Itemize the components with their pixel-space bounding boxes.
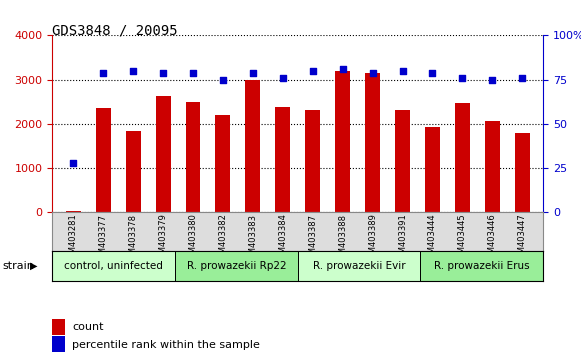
Bar (52, 336, 64, 352)
Text: GSM403388: GSM403388 (338, 213, 347, 264)
Text: GSM403446: GSM403446 (488, 213, 497, 264)
Text: strain: strain (3, 261, 35, 271)
Text: count: count (72, 322, 104, 332)
Point (188, 70, 198, 75)
Point (458, 75, 467, 81)
Bar (455, 103, 470, 212)
Bar (156, 96, 171, 212)
Point (428, 70, 437, 75)
Text: GSM403391: GSM403391 (398, 213, 407, 264)
Point (128, 68, 138, 74)
Bar (297, 251, 421, 281)
Point (69, 160, 78, 166)
Text: GSM403447: GSM403447 (518, 213, 527, 264)
Point (308, 68, 317, 74)
Bar (515, 133, 530, 212)
Text: GSM403383: GSM403383 (248, 213, 257, 264)
Bar (52, 319, 64, 335)
Bar (216, 115, 231, 212)
Text: control, uninfected: control, uninfected (64, 261, 163, 272)
Text: GSM403379: GSM403379 (159, 213, 167, 264)
Bar (305, 110, 320, 212)
Point (518, 75, 527, 81)
Bar (52, 251, 175, 281)
Bar (395, 110, 410, 212)
Bar (66, 211, 81, 212)
Text: GSM403382: GSM403382 (218, 213, 227, 264)
Point (398, 68, 407, 74)
Text: percentile rank within the sample: percentile rank within the sample (72, 340, 260, 350)
Point (278, 75, 288, 81)
Text: GSM403389: GSM403389 (368, 213, 377, 264)
Bar (96, 108, 110, 212)
Bar (365, 73, 380, 212)
Point (248, 70, 257, 75)
Point (487, 77, 497, 82)
Text: R. prowazekii Erus: R. prowazekii Erus (434, 261, 530, 272)
Text: GSM403444: GSM403444 (428, 213, 437, 264)
Text: R. prowazekii Rp22: R. prowazekii Rp22 (187, 261, 286, 272)
Bar (421, 251, 543, 281)
Point (159, 70, 168, 75)
Bar (425, 127, 440, 212)
Point (218, 77, 228, 82)
Text: GSM403445: GSM403445 (458, 213, 467, 264)
Bar (125, 131, 141, 212)
Text: GSM403387: GSM403387 (309, 213, 317, 264)
Point (99, 70, 108, 75)
Text: GSM403281: GSM403281 (69, 213, 78, 264)
Bar (175, 251, 297, 281)
Point (368, 70, 377, 75)
Bar (185, 102, 200, 212)
Bar (275, 107, 290, 212)
Text: ▶: ▶ (30, 261, 38, 271)
Text: GSM403377: GSM403377 (99, 213, 107, 264)
Text: GSM403384: GSM403384 (278, 213, 287, 264)
Bar (245, 80, 260, 212)
Text: R. prowazekii Evir: R. prowazekii Evir (313, 261, 406, 272)
Text: GSM403380: GSM403380 (188, 213, 198, 264)
Text: GDS3848 / 20095: GDS3848 / 20095 (52, 23, 178, 37)
Point (338, 66, 347, 72)
Text: GSM403378: GSM403378 (128, 213, 138, 264)
Bar (485, 121, 500, 212)
Bar (335, 71, 350, 212)
